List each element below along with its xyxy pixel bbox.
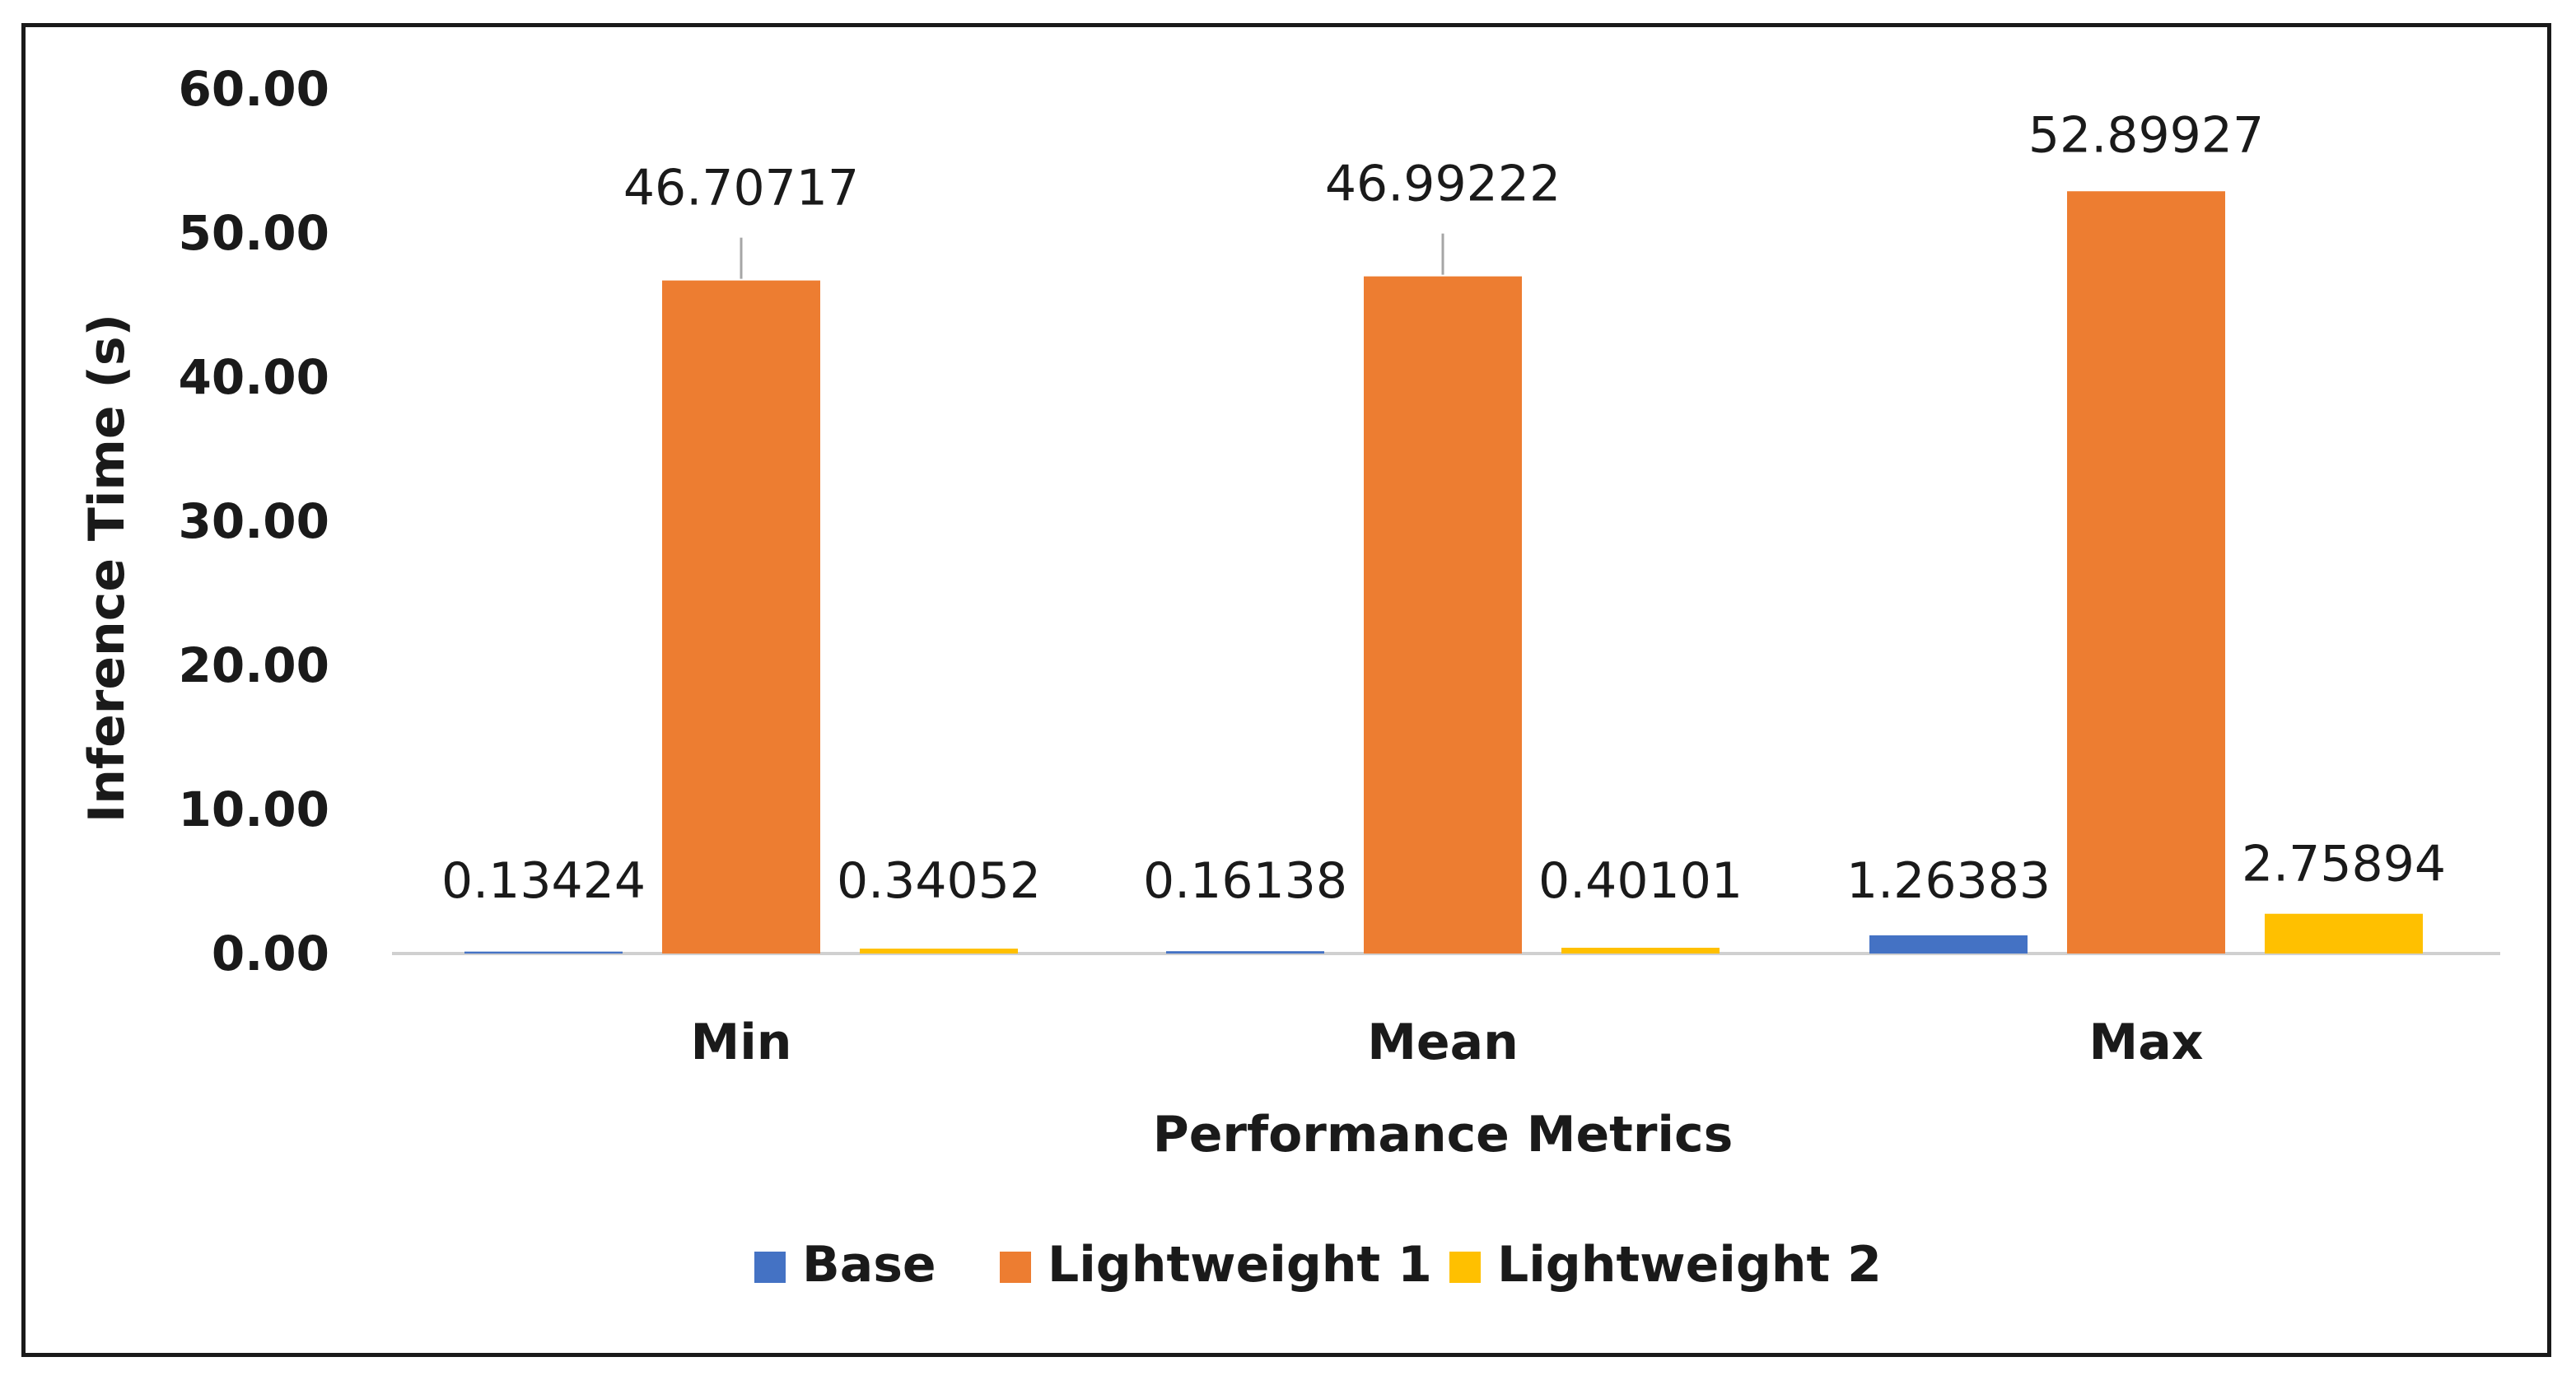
y-tick-label: 60.00: [179, 61, 329, 117]
bars: [464, 191, 2423, 954]
category-labels: Min Mean Max: [691, 1014, 2204, 1071]
x-axis-title: Performance Metrics: [1153, 1106, 1734, 1163]
bar: [662, 280, 820, 954]
leader-lines: [740, 233, 1444, 279]
y-axis-title: Inference Time (s): [78, 314, 136, 823]
data-label: 0.34052: [837, 852, 1041, 910]
bar: [1869, 935, 2028, 954]
bar: [2067, 191, 2225, 954]
bar: [1364, 276, 1522, 954]
legend-swatch: [1449, 1252, 1481, 1283]
y-tick-label: 50.00: [179, 205, 329, 261]
y-tick-label: 10.00: [179, 781, 329, 837]
y-tick-label: 20.00: [179, 637, 329, 693]
bar: [464, 951, 623, 954]
legend: Base Lightweight 1 Lightweight 2: [754, 1236, 1882, 1294]
bar: [1561, 947, 1720, 954]
y-tick-label: 40.00: [179, 349, 329, 405]
x-tick-label: Mean: [1367, 1014, 1519, 1071]
bar: [1166, 951, 1324, 954]
data-label: 0.16138: [1143, 852, 1347, 910]
bar: [860, 949, 1018, 954]
legend-swatch: [754, 1252, 786, 1283]
legend-label: Base: [802, 1236, 936, 1294]
data-label: 1.26383: [1846, 852, 2051, 910]
data-label: 0.13424: [441, 852, 646, 910]
data-label: 52.89927: [2028, 106, 2264, 164]
data-labels: 0.13424 0.16138 1.26383 46.70717 46.99222 52.…: [441, 106, 2446, 910]
data-label: 2.75894: [2242, 836, 2446, 893]
legend-label: Lightweight 2: [1497, 1236, 1882, 1294]
legend-label: Lightweight 1: [1048, 1236, 1432, 1294]
y-tick-label: 0.00: [212, 926, 329, 982]
x-tick-label: Min: [691, 1014, 792, 1071]
legend-swatch: [1000, 1252, 1031, 1283]
bar: [2265, 913, 2423, 954]
y-axis-ticks: 0.00 10.00 20.00 30.00 40.00 50.00 60.00: [179, 61, 329, 982]
data-label: 0.40101: [1538, 852, 1743, 910]
data-label: 46.70717: [623, 160, 859, 217]
x-tick-label: Max: [2089, 1014, 2204, 1071]
y-tick-label: 30.00: [179, 493, 329, 549]
data-label: 46.99222: [1325, 156, 1561, 213]
